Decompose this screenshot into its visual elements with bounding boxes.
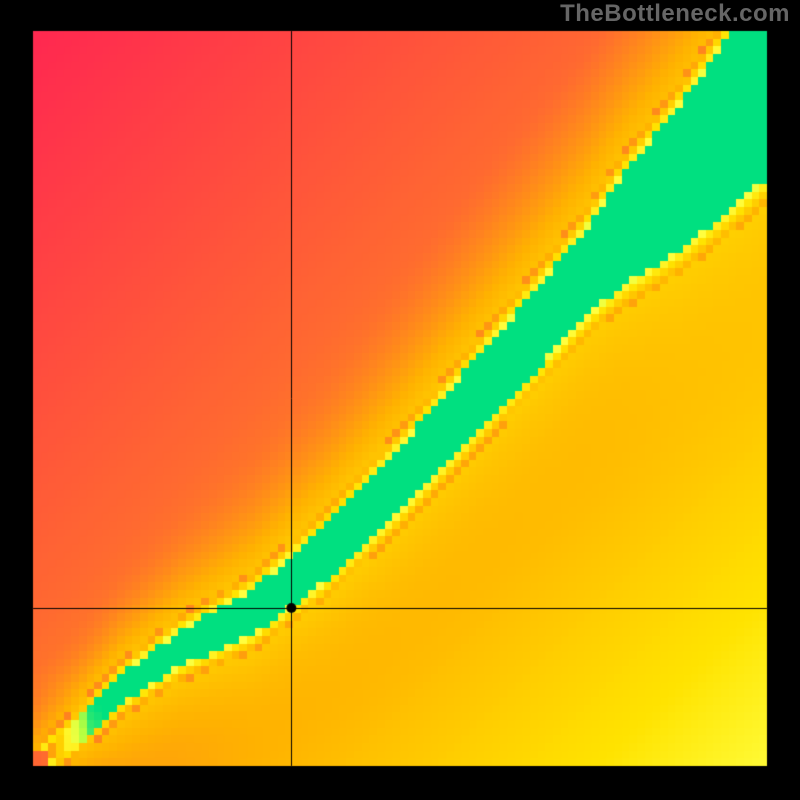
watermark-text: TheBottleneck.com <box>560 0 790 28</box>
chart-stage: TheBottleneck.com <box>0 0 800 800</box>
bottleneck-heatmap-canvas <box>0 0 800 800</box>
